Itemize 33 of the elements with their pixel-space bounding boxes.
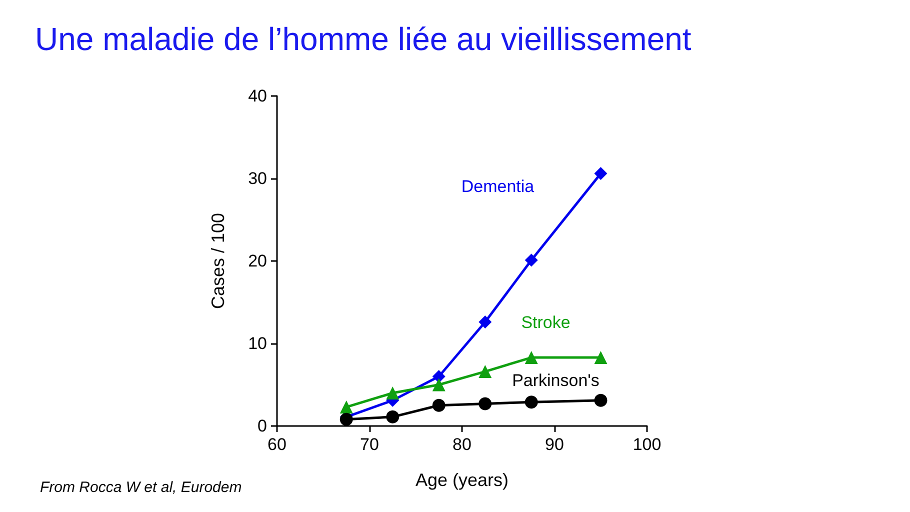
point [594,394,608,407]
y-tick-label: 40 [248,86,267,106]
y-axis-title: Cases / 100 [208,212,228,310]
point [432,398,446,412]
y-tick-label: 0 [258,416,267,436]
point [432,378,446,392]
point [478,316,492,329]
point [524,351,538,364]
y-tick-label: 20 [248,252,267,270]
x-tick-label: 70 [360,435,379,454]
series-label: Parkinson's [512,370,600,390]
point [386,386,400,400]
x-tick-label: 90 [545,435,564,454]
point [478,397,492,410]
text: Dementia [461,177,535,196]
series-label: Stroke [521,313,570,332]
y-tick-label: 30 [248,169,267,188]
point [524,254,538,267]
point [386,410,400,424]
x-tick-label: 100 [632,435,662,454]
point [478,365,492,378]
x-axis-title: Age (years) [415,470,509,490]
x-tick-label: 60 [268,435,286,454]
point [524,396,538,409]
point [594,167,608,180]
point [594,351,608,364]
point [432,370,446,383]
text: From Rocca W et al, Eurodem [40,479,242,496]
chart-title: Une maladie de l’homme liée au vieillissement [35,21,692,57]
x-tick-label: 80 [452,435,472,454]
point [340,412,353,426]
y-tick-label: 10 [248,334,267,353]
point [340,400,353,414]
